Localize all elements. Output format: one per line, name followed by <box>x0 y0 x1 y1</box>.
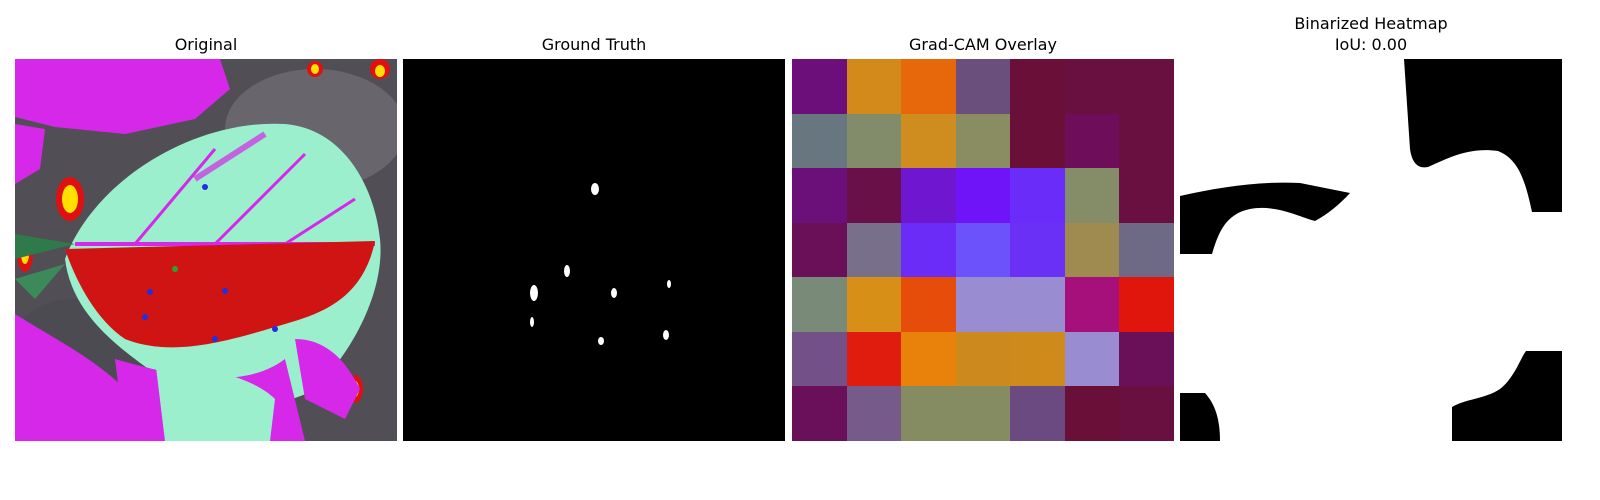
heatmap-cell <box>1119 277 1174 332</box>
ground-truth-mask <box>403 59 785 441</box>
heatmap-cell <box>1064 59 1120 114</box>
heatmap-cell <box>1010 222 1065 278</box>
panel-gradcam: Grad-CAM Overlay <box>792 0 1174 500</box>
heatmap-cell <box>1064 168 1120 223</box>
heatmap-cell <box>1010 386 1065 441</box>
panel-title-original: Original <box>174 35 238 54</box>
gradcam-heatmap <box>792 59 1174 441</box>
heatmap-cell <box>846 386 902 441</box>
heatmap-cell <box>792 386 847 441</box>
heatmap-cell <box>846 59 902 114</box>
panel-title-gradcam: Grad-CAM Overlay <box>909 35 1057 54</box>
heatmap-cell <box>1064 386 1120 441</box>
heatmap-cell <box>1119 59 1174 114</box>
heatmap-cell <box>901 113 956 169</box>
heatmap-cell <box>1010 59 1065 114</box>
heatmap-cell <box>1119 386 1174 441</box>
heatmap-cell <box>901 59 956 114</box>
original-image <box>15 59 397 441</box>
heatmap-cell <box>792 277 847 332</box>
panel-binarized: Binarized Heatmap IoU: 0.00 <box>1180 0 1562 500</box>
heatmap-cell <box>1064 222 1120 278</box>
heatmap-cell <box>1010 331 1065 387</box>
heatmap-cell <box>1119 113 1174 169</box>
heatmap-cell <box>846 222 902 278</box>
heatmap-cell <box>901 386 956 441</box>
panel-original: Original <box>15 0 397 500</box>
heatmap-cell <box>955 386 1011 441</box>
heatmap-cell <box>846 113 902 169</box>
heatmap-cell <box>792 59 847 114</box>
heatmap-cell <box>901 277 956 332</box>
heatmap-cell <box>846 168 902 223</box>
heatmap-cell <box>1064 331 1120 387</box>
heatmap-cell <box>1119 222 1174 278</box>
heatmap-cell <box>792 222 847 278</box>
heatmap-cell <box>1064 277 1120 332</box>
heatmap-cell <box>1064 113 1120 169</box>
heatmap-cell <box>846 277 902 332</box>
heatmap-cell <box>955 113 1011 169</box>
panel-ground-truth: Ground Truth <box>403 0 785 500</box>
heatmap-cell <box>792 168 847 223</box>
heatmap-cell <box>955 331 1011 387</box>
heatmap-cell <box>955 277 1011 332</box>
heatmap-cell <box>955 168 1011 223</box>
heatmap-cell <box>901 222 956 278</box>
binarized-shapes <box>1180 59 1562 441</box>
heatmap-cell <box>955 222 1011 278</box>
heatmap-cell <box>1119 331 1174 387</box>
heatmap-cell <box>792 331 847 387</box>
heatmap-cell <box>846 331 902 387</box>
ground-truth-spots <box>530 183 671 345</box>
heatmap-cell <box>901 168 956 223</box>
heatmap-cell <box>1010 168 1065 223</box>
heatmap-cell <box>1010 113 1065 169</box>
panel-title-ground-truth: Ground Truth <box>541 35 647 54</box>
panel-title-binarized: Binarized Heatmap <box>1294 14 1448 33</box>
heatmap-cell <box>901 331 956 387</box>
binarized-mask <box>1180 59 1562 441</box>
heatmap-cell <box>1119 168 1174 223</box>
heatmap-cell <box>955 59 1011 114</box>
leaf-image <box>15 59 397 441</box>
iou-label: IoU: 0.00 <box>1334 35 1408 54</box>
heatmap-cell <box>792 113 847 169</box>
heatmap-cell <box>1010 277 1065 332</box>
